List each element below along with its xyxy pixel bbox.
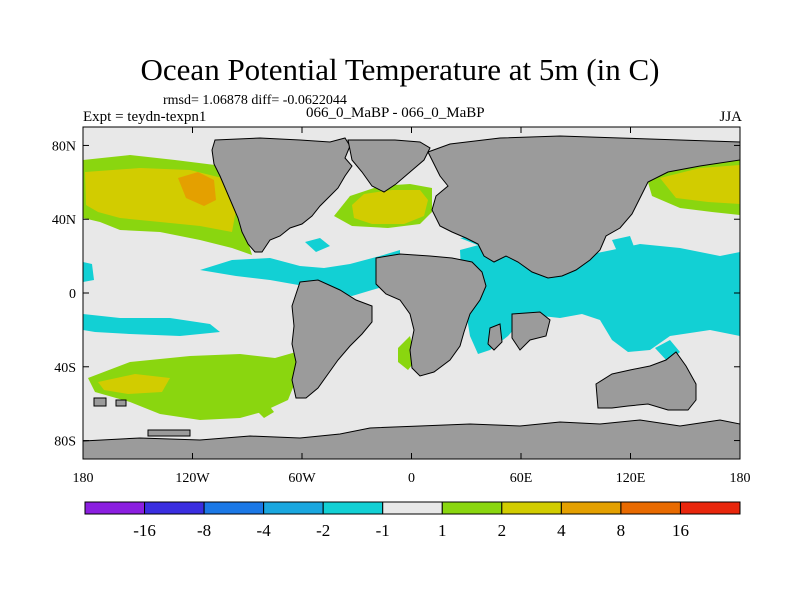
legend-label: -1: [376, 521, 390, 540]
land-australia: [595, 351, 697, 411]
lat-tick-label: 40S: [54, 361, 76, 376]
legend-swatch: [144, 501, 205, 515]
legend-swatch: [560, 501, 622, 515]
anomaly-green-patch-small: [256, 404, 274, 418]
legend-label: 4: [557, 521, 566, 540]
land-small-island-1: [93, 397, 107, 407]
lat-tick-label: 80N: [52, 139, 76, 154]
legend-label: -2: [316, 521, 330, 540]
legend-swatch: [501, 501, 562, 515]
legend-swatch: [620, 501, 681, 515]
lon-tick-label: 60W: [288, 471, 316, 486]
lon-tick-label: 180: [73, 471, 94, 486]
land-small-island-2: [115, 399, 127, 407]
legend-label: 2: [498, 521, 507, 540]
lon-tick-label: 180: [730, 471, 751, 486]
longitude-axis: 180 120W 60W 0 60E 120E 180: [73, 127, 751, 486]
land-north-america: [211, 137, 353, 253]
legend-label: 16: [672, 521, 689, 540]
legend-swatch: [441, 501, 503, 515]
legend-swatch: [203, 501, 265, 515]
color-legend: -16 -8 -4 -2 -1 1 2 4 8 16: [84, 501, 741, 540]
lat-tick-label: 0: [69, 287, 76, 302]
lon-tick-label: 120W: [175, 471, 210, 486]
lon-tick-label: 0: [408, 471, 415, 486]
anomaly-cyan-north-atlantic-small: [305, 238, 330, 252]
legend-label: 1: [438, 521, 447, 540]
anomaly-cyan-west-pacific: [83, 314, 220, 336]
anomaly-orange-north-pacific: [178, 172, 216, 206]
land-africa: [375, 253, 487, 377]
land-madagascar: [487, 323, 503, 351]
anomaly-yellow-nw-pacific: [660, 165, 740, 204]
anomaly-yellow-north-atlantic: [352, 190, 428, 224]
plot-title: Ocean Potential Temperature at 5m (in C): [140, 52, 660, 87]
season-label: JJA: [719, 109, 742, 125]
rmsd-diff-stats: rmsd= 1.06878 diff= -0.0622044: [163, 93, 347, 108]
case-label: 066_0_MaBP - 066_0_MaBP: [306, 105, 485, 121]
map-area: [82, 126, 741, 460]
land-greenland: [347, 139, 431, 193]
latitude-axis: 80N 40N 0 40S 80S: [52, 139, 740, 450]
legend-label: 8: [617, 521, 626, 540]
land-maritime-continent: [511, 311, 551, 351]
anomaly-cyan-east-pacific: [612, 236, 636, 258]
anomaly-cyan-small-pacific: [83, 262, 94, 282]
legend-swatch: [322, 501, 384, 515]
legend-label: -4: [257, 521, 272, 540]
land-small-island-3: [147, 429, 191, 437]
legend-label: -16: [133, 521, 156, 540]
lon-tick-label: 120E: [616, 471, 646, 486]
lat-tick-label: 80S: [54, 435, 76, 450]
lat-tick-label: 40N: [52, 213, 76, 228]
anomaly-cyan-tropical-atlantic: [200, 250, 400, 296]
anomaly-green-south-pacific: [88, 352, 296, 420]
legend-swatch: [382, 501, 443, 515]
anomaly-yellow-south-pacific: [98, 374, 170, 394]
land-south-america: [291, 279, 373, 399]
legend-label: -8: [197, 521, 211, 540]
legend-swatch: [84, 501, 146, 515]
lon-tick-label: 60E: [510, 471, 533, 486]
experiment-label: Expt = teydn-texpn1: [83, 109, 207, 125]
legend-swatch: [679, 501, 741, 515]
land-eurasia: [427, 135, 741, 279]
legend-swatch: [263, 501, 324, 515]
